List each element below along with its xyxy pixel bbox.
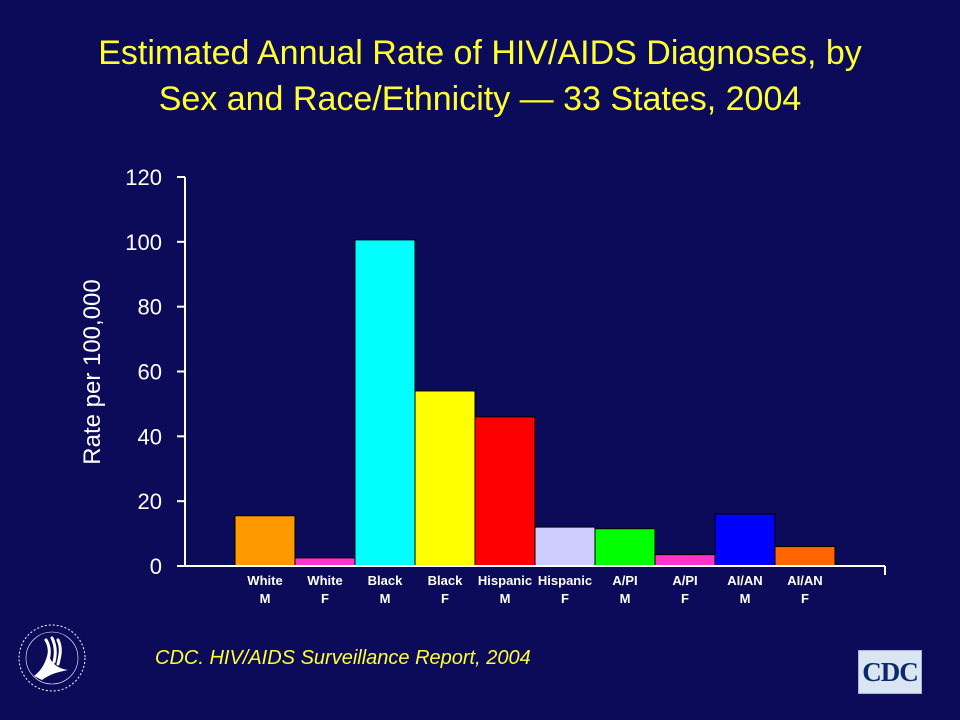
chart-title-line-1: Estimated Annual Rate of HIV/AIDS Diagno… (98, 34, 862, 72)
y-tick-label: 100 (125, 230, 162, 255)
bar-aian-f (774, 546, 836, 567)
bar-white-m (234, 515, 296, 567)
y-tick-label: 60 (138, 360, 162, 385)
x-category-sex-label: F (801, 591, 809, 606)
y-axis-label: Rate per 100,000 (79, 279, 106, 464)
chart-title-line-2: Sex and Race/Ethnicity — 33 States, 2004 (158, 80, 802, 118)
x-category-label: A/PI (672, 573, 697, 588)
x-axis: White M White F Black M Black F Hispanic M Hispani… (185, 565, 886, 606)
bar-black-f (414, 390, 476, 567)
y-tick-label: 20 (138, 489, 162, 514)
x-category-sex-label: F (321, 591, 329, 606)
y-tick-label: 0 (150, 554, 162, 579)
y-tick-label: 40 (138, 424, 162, 449)
x-category-label: Black (368, 573, 403, 588)
x-category-label: White (307, 573, 342, 588)
bar-aian-m (714, 513, 776, 567)
source-citation: CDC. HIV/AIDS Surveillance Report, 2004 (155, 647, 531, 669)
cdc-logo: CDC (858, 650, 922, 694)
x-category-label: White (247, 573, 282, 588)
x-category-sex-label: F (561, 591, 569, 606)
chart-title: Estimated Annual Rate of HIV/AIDS Diagno… (0, 30, 960, 122)
bars-group (234, 239, 836, 567)
bar-hispanic-m (474, 416, 536, 567)
bar-api-f (654, 554, 716, 567)
bar-chart: 0 20 40 60 80 100 120 White M White F Black M Black F… (79, 165, 886, 606)
bar-black-m (354, 239, 416, 567)
x-category-sex-label: M (260, 591, 271, 606)
x-category-label: A/PI (612, 573, 637, 588)
y-tick-label: 120 (125, 165, 162, 190)
hhs-eagle-seal-icon (12, 618, 92, 703)
x-category-label: Black (428, 573, 463, 588)
x-category-sex-label: M (620, 591, 631, 606)
y-axis: 0 20 40 60 80 100 120 (125, 165, 186, 579)
x-category-sex-label: M (380, 591, 391, 606)
bar-api-m (594, 528, 656, 567)
x-category-label: AI/AN (787, 573, 822, 588)
bar-white-f (294, 557, 356, 567)
x-category-sex-label: F (681, 591, 689, 606)
x-category-sex-label: F (441, 591, 449, 606)
x-category-sex-label: M (500, 591, 511, 606)
y-tick-label: 80 (138, 295, 162, 320)
x-category-label: Hispanic (478, 573, 532, 588)
x-category-label: Hispanic (538, 573, 592, 588)
x-category-label: AI/AN (727, 573, 762, 588)
x-category-sex-label: M (740, 591, 751, 606)
bar-hispanic-f (534, 526, 596, 567)
